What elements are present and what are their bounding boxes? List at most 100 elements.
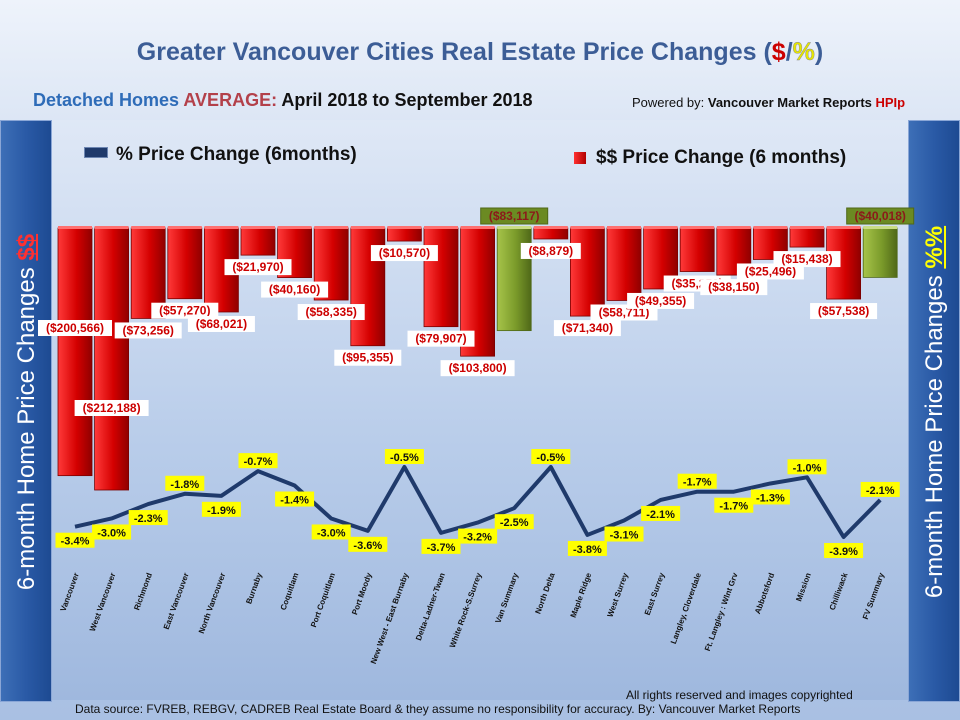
bar-label-bg-13 [520, 242, 581, 259]
pct-label-bg-14 [567, 540, 607, 556]
pct-label-22: -2.1% [860, 481, 900, 497]
x-tick-label-7: Port Coquitlam [309, 572, 337, 629]
pct-label-text-6: -1.4% [280, 495, 309, 507]
bar-label-bg-16 [627, 292, 695, 309]
pct-label-17: -1.7% [677, 473, 717, 489]
bar-label-6: ($40,160) [261, 281, 329, 298]
bar-label-8: ($95,355) [334, 349, 402, 366]
x-tick-label-21: Chilliwack [828, 571, 850, 611]
pct-label-11: -3.2% [458, 528, 498, 544]
x-tick-label-10: Delta-Ladner-Twan [414, 572, 447, 642]
pct-label-text-15: -3.1% [610, 530, 639, 542]
bar-label-bg-8 [334, 349, 402, 366]
x-tick-label-16: East Surrey [643, 571, 667, 616]
bar-label-bg-20 [773, 251, 841, 268]
bar-label-2: ($73,256) [114, 322, 182, 339]
bar-top-21 [826, 226, 861, 229]
pct-label-text-13: -0.5% [536, 452, 565, 464]
bar-label-bg-14 [553, 320, 621, 337]
bar-15 [606, 227, 642, 301]
bar-label-bg-21 [810, 303, 878, 320]
bar-label-text-15: ($58,711) [599, 305, 650, 319]
x-tick-label-5: Burnaby [244, 571, 264, 605]
bar-label-bg-12 [480, 207, 549, 225]
bar-label-text-10: ($79,907) [415, 332, 466, 346]
legend-bar-key [574, 152, 586, 164]
pct-label-13: -0.5% [531, 449, 571, 464]
pct-label-bg-2 [128, 510, 168, 526]
bar-label-bg-10 [407, 330, 475, 347]
bar-label-14: ($71,340) [553, 320, 621, 337]
pct-label-19: -1.3% [750, 489, 790, 505]
bar-label-bg-18 [700, 279, 768, 296]
pct-label-text-18: -1.7% [719, 501, 748, 513]
bar-top-13 [533, 226, 568, 229]
bar-label-12: ($83,117) [480, 207, 549, 225]
pct-label-6: -1.4% [275, 491, 315, 507]
pct-label-text-4: -1.9% [207, 505, 236, 517]
legend-line-key [84, 147, 108, 158]
footer-copyright: All rights reserved and images copyright… [626, 688, 853, 702]
bar-top-16 [643, 226, 678, 229]
bar-label-5: ($21,970) [224, 259, 292, 276]
pct-label-16: -2.1% [641, 505, 681, 521]
bar-top-5 [241, 226, 275, 229]
pct-label-1: -3.0% [92, 524, 132, 540]
pct-label-bg-13 [531, 449, 571, 464]
pct-label-bg-9 [384, 449, 424, 464]
pct-label-text-10: -3.7% [427, 542, 456, 554]
pct-label-bg-18 [714, 497, 754, 513]
x-tick-label-11: White Rock-S.Surrey [448, 571, 484, 649]
bar-label-bg-1 [74, 400, 149, 416]
bar-14 [570, 227, 605, 317]
bar-label-text-2: ($73,256) [123, 323, 174, 337]
bar-label-text-8: ($95,355) [342, 351, 393, 365]
pct-label-text-17: -1.7% [683, 477, 712, 489]
bar-label-1: ($212,188) [74, 400, 149, 416]
bar-top-6 [277, 226, 312, 229]
pct-label-5: -0.7% [238, 453, 278, 469]
bar-top-14 [570, 226, 605, 229]
x-tick-label-14: Maple Ridge [569, 571, 594, 619]
pct-label-text-2: -2.3% [134, 513, 163, 525]
pct-label-bg-17 [677, 473, 717, 489]
pct-label-text-14: -3.8% [573, 544, 602, 556]
bar-label-13: ($8,879) [520, 242, 581, 259]
bar-top-17 [680, 226, 715, 229]
bar-label-text-7: ($58,335) [306, 305, 357, 319]
bar-13 [533, 227, 569, 240]
bar-label-bg-5 [224, 259, 292, 276]
bar-label-text-0: ($200,566) [46, 321, 104, 335]
bar-top-4 [204, 226, 239, 229]
bar-label-bg-19 [736, 263, 804, 280]
legend-dollar: $$ Price Change (6 months) [596, 147, 847, 168]
x-tick-label-12: Van Summary [494, 571, 521, 624]
x-tick-label-15: West Surrey [606, 571, 631, 618]
bar-3 [167, 227, 203, 300]
bar-label-10: ($79,907) [407, 330, 475, 347]
x-tick-label-4: North Vancouver [197, 572, 227, 635]
bar-label-20: ($15,438) [773, 251, 841, 268]
bar-17 [679, 227, 715, 272]
bar-label-text-9: ($10,570) [379, 246, 430, 260]
pct-label-text-19: -1.3% [756, 492, 785, 504]
x-tick-label-17: Langley, Cloverdale [669, 571, 703, 645]
pct-label-18: -1.7% [714, 497, 754, 513]
pct-label-12: -2.5% [494, 514, 534, 530]
pct-label-text-7: -3.0% [317, 527, 346, 539]
bar-label-bg-2 [114, 322, 182, 339]
pct-label-bg-8 [348, 536, 388, 552]
bar-label-bg-0 [38, 320, 112, 336]
pct-label-text-5: -0.7% [244, 456, 273, 468]
pct-label-bg-10 [421, 538, 461, 554]
pct-label-bg-21 [824, 543, 864, 558]
pct-label-0: -3.4% [55, 532, 95, 548]
pct-label-bg-4 [201, 501, 241, 517]
bar-label-text-21: ($57,538) [818, 304, 869, 318]
bar-label-text-19: ($25,496) [745, 264, 796, 278]
x-tick-label-6: Coquitlam [279, 572, 301, 612]
bar-label-0: ($200,566) [38, 320, 112, 336]
pct-label-4: -1.9% [201, 501, 241, 517]
pct-label-20: -1.0% [787, 459, 827, 475]
bar-22 [862, 227, 898, 278]
